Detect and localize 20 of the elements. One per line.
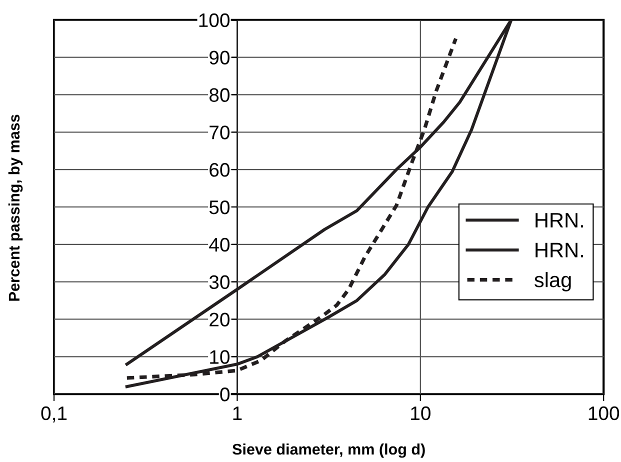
x-axis-title: Sieve diameter, mm (log d) [232, 443, 425, 458]
x-tick-label: 100 [588, 406, 620, 420]
y-tick-label: 10 [210, 350, 230, 364]
y-tick-label: 90 [210, 50, 230, 65]
y-tick-label: 40 [209, 238, 230, 252]
y-tick-label: 20 [210, 312, 230, 326]
legend-label: slag [534, 272, 571, 292]
x-tick-label: 10 [411, 406, 430, 420]
y-axis-title: Percent passing, by mass [8, 114, 23, 301]
y-tick-label: 70 [210, 126, 230, 140]
y-tick-label: 0 [220, 388, 230, 402]
legend-label: HRN. [536, 242, 583, 258]
y-tick-label: 80 [209, 88, 230, 102]
y-tick-label: 100 [199, 13, 230, 28]
x-tick-label: 0,1 [41, 406, 67, 422]
y-tick-label: 30 [209, 275, 230, 290]
x-tick-label: 1 [233, 406, 242, 420]
y-tick-label: 60 [210, 163, 230, 177]
legend-label: HRN. [536, 213, 583, 228]
y-tick-label: 50 [209, 200, 230, 214]
